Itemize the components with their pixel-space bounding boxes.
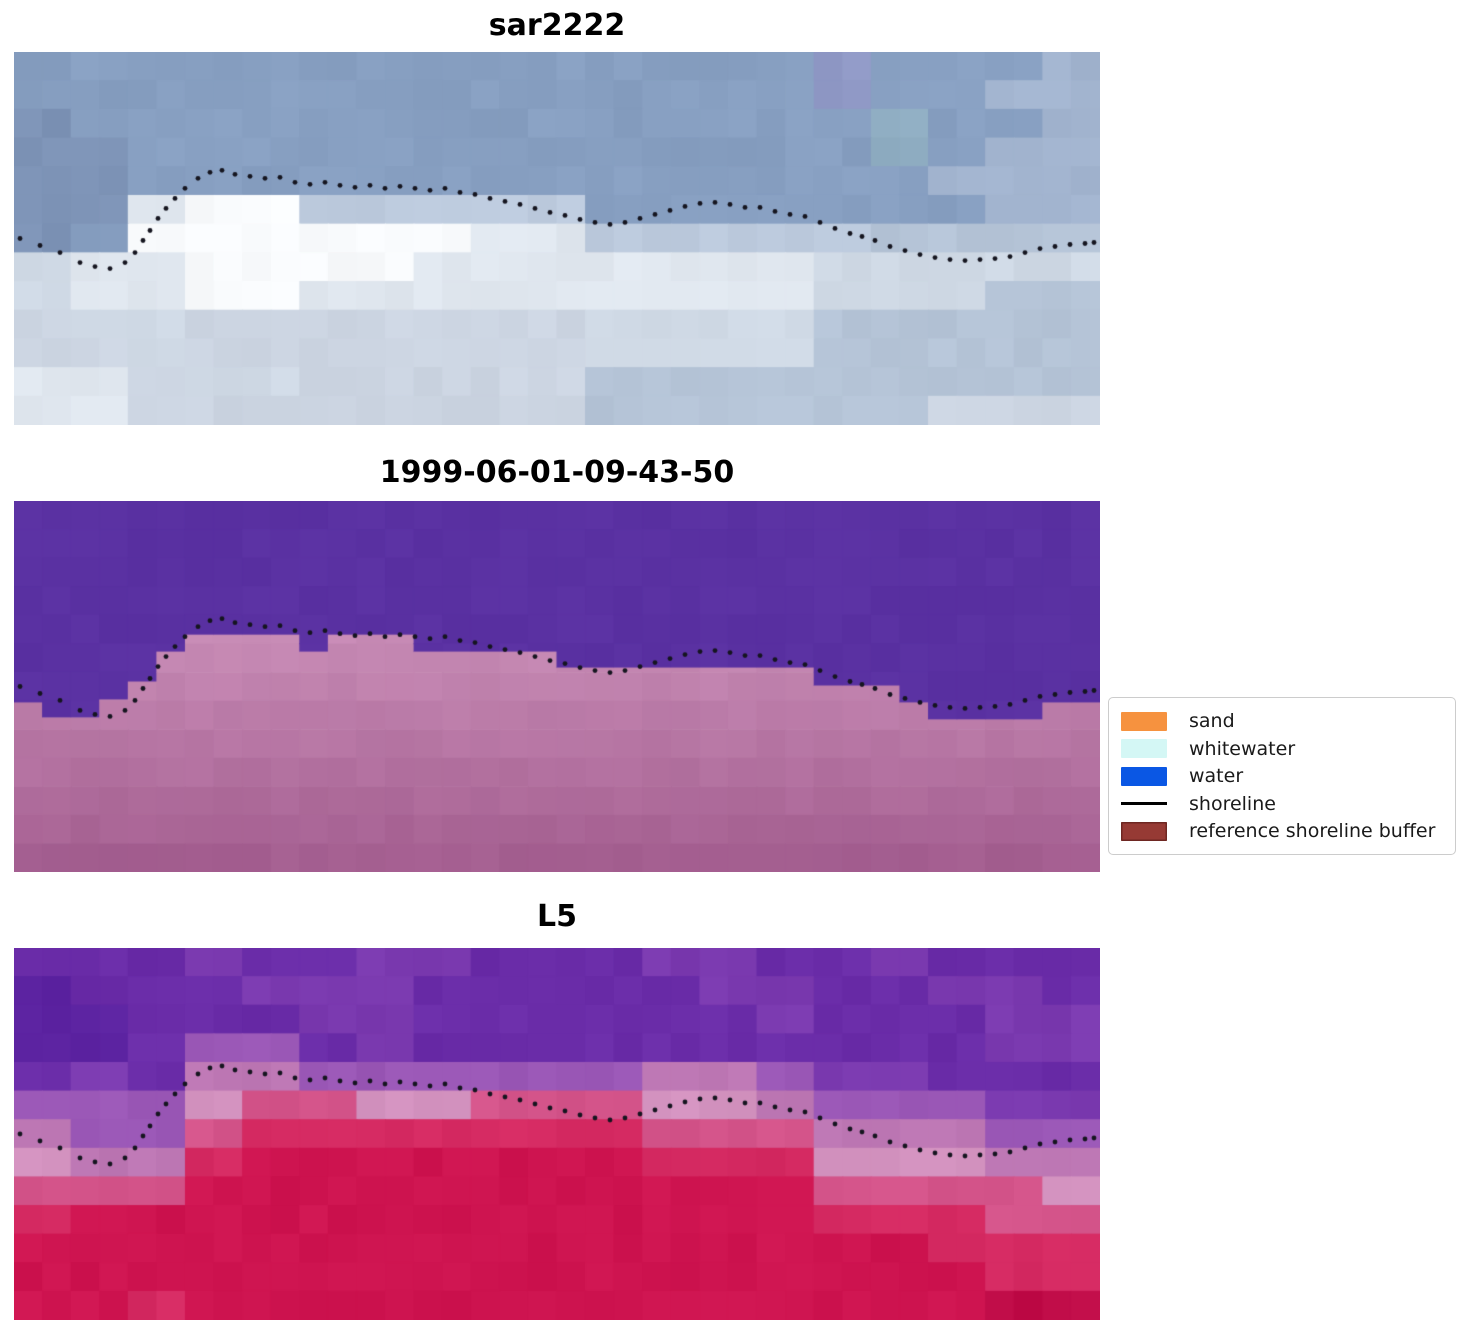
whitewater-swatch xyxy=(1121,739,1167,758)
legend-item-water: water xyxy=(1121,764,1443,788)
panel-1-image xyxy=(14,52,1100,425)
sand-swatch xyxy=(1121,711,1167,731)
panel-3-image xyxy=(14,948,1100,1320)
legend-item-whitewater: whitewater xyxy=(1121,737,1443,761)
water-swatch xyxy=(1121,766,1167,786)
legend-label: sand xyxy=(1189,710,1235,732)
legend-label: shoreline xyxy=(1189,792,1276,815)
panel-2-title: 1999-06-01-09-43-50 xyxy=(379,455,735,490)
legend-item-shoreline: shoreline xyxy=(1121,792,1443,816)
legend-label: whitewater xyxy=(1189,737,1296,760)
shoreline-line-swatch xyxy=(1121,802,1167,805)
legend-label: water xyxy=(1189,765,1244,787)
legend-item-sand: sand xyxy=(1121,709,1443,733)
legend-item-reference-shoreline-buffer: reference shoreline buffer xyxy=(1121,819,1443,843)
panel-3-title: L5 xyxy=(537,899,577,934)
panel-1-title: sar2222 xyxy=(488,8,626,43)
panel-2-image xyxy=(14,501,1100,872)
reference-shoreline-buffer-swatch xyxy=(1121,821,1167,841)
legend: sand whitewater water shoreline referenc… xyxy=(1108,697,1456,855)
legend-label: reference shoreline buffer xyxy=(1189,820,1436,842)
